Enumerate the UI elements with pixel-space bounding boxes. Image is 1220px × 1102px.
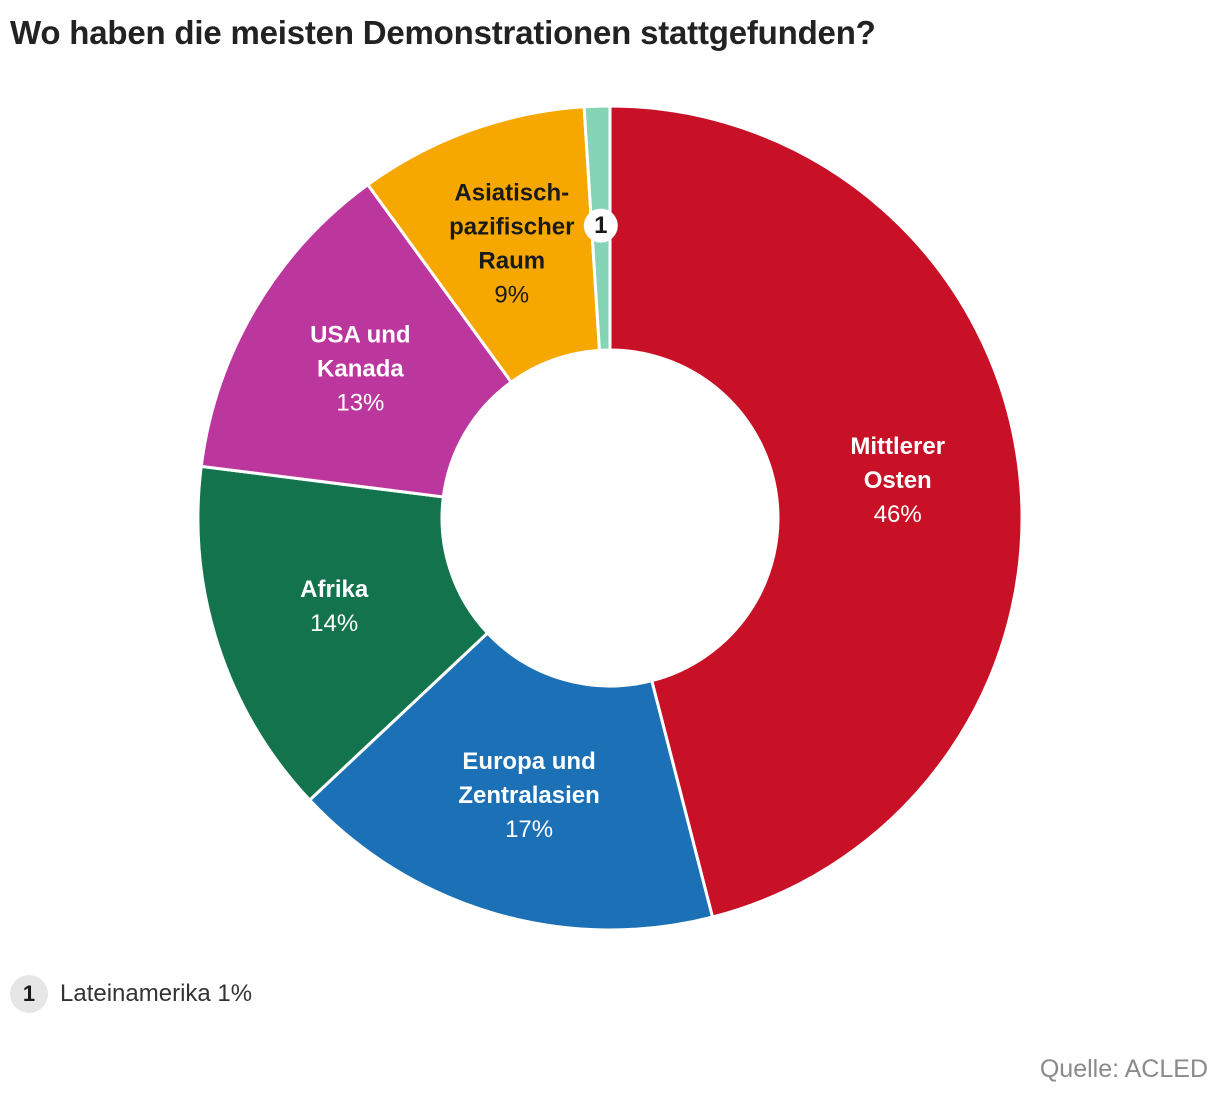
donut-labels: Mittlerer Osten 46% Europa und Zentralasien 1… [300, 179, 945, 842]
slice-label-mittlerer-osten: Osten [864, 467, 932, 494]
slice-label-asiatisch-pazifischer-raum: Asiatisch- [454, 179, 569, 206]
slice-value-usa-und-kanada: 13% [336, 390, 384, 417]
slice-mittlerer-osten [608, 104, 1024, 919]
slice-marker-lateinamerika: 1 [594, 212, 607, 239]
slice-asiatisch-pazifischer-raum [366, 105, 601, 384]
slice-value-afrika: 14% [310, 610, 358, 637]
slice-label-asiatisch-pazifischer-raum: Raum [478, 247, 545, 274]
donut-slices [196, 104, 1024, 932]
footnote-text: Lateinamerika 1% [60, 980, 253, 1007]
slice-label-europa-und-zentralasien: Zentralasien [458, 782, 599, 809]
slice-afrika [196, 464, 490, 802]
slice-label-europa-und-zentralasien: Europa und [462, 748, 595, 775]
slice-usa-und-kanada [199, 183, 513, 499]
slice-value-mittlerer-osten: 46% [874, 501, 922, 528]
chart-title: Wo haben die meisten Demonstrationen sta… [10, 14, 876, 51]
slice-label-usa-und-kanada: Kanada [317, 356, 404, 383]
slice-label-afrika: Afrika [300, 576, 369, 603]
slice-label-asiatisch-pazifischer-raum: pazifischer [449, 213, 574, 240]
slice-value-asiatisch-pazifischer-raum: 9% [494, 281, 529, 308]
slice-label-mittlerer-osten: Mittlerer [850, 433, 945, 460]
slice-value-europa-und-zentralasien: 17% [505, 816, 553, 843]
source-note: Quelle: ACLED [1039, 1055, 1208, 1083]
slice-marker-badge-lateinamerika [583, 208, 618, 243]
footnote-marker: 1 [10, 975, 48, 1013]
footnote: 1 Lateinamerika 1% [10, 975, 252, 1013]
slice-label-usa-und-kanada: USA und [310, 322, 410, 349]
